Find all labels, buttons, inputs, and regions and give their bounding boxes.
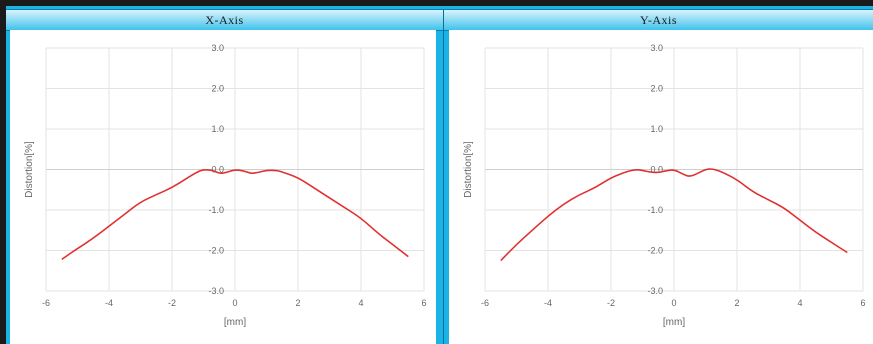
y-axis-label: Distortion[%] — [24, 141, 35, 198]
chart-panel-y-axis: 3.0 2.0 1.0 0.0 -1.0 -2.0 -3.0 -6 -4 -2 0 2 4 6 [mm] Di… — [449, 30, 873, 344]
y-tick-label: 0.0 — [650, 165, 663, 175]
x-tick-label: 6 — [860, 298, 865, 308]
y-tick-label: 1.0 — [211, 124, 224, 134]
y-tick-label: -3.0 — [647, 286, 663, 296]
x-tick-label: -4 — [105, 298, 113, 308]
header-y-axis: Y-Axis — [639, 13, 677, 27]
chart-y-axis: 3.0 2.0 1.0 0.0 -1.0 -2.0 -3.0 -6 -4 -2 0 2 4 6 [mm] Di… — [463, 43, 865, 328]
grid-lines — [484, 47, 864, 292]
panel-divider — [443, 9, 444, 344]
x-tick-label: 4 — [358, 298, 363, 308]
x-tick-label: 0 — [232, 298, 237, 308]
distortion-series-line — [61, 169, 409, 261]
y-tick-label: -2.0 — [208, 246, 224, 256]
x-tick-label: -6 — [42, 298, 50, 308]
x-tick-label: -4 — [544, 298, 552, 308]
x-tick-label: -6 — [481, 298, 489, 308]
y-tick-label: 3.0 — [650, 43, 663, 53]
x-tick-label: 0 — [671, 298, 676, 308]
x-tick-label: -2 — [607, 298, 615, 308]
x-tick-label: 2 — [295, 298, 300, 308]
y-tick-label: 0.0 — [211, 165, 224, 175]
header-x-axis: X-Axis — [205, 13, 244, 27]
window-frame: X-Axis Y-Axis 3.0 2.0 1.0 0.0 -1.0 -2.0 -3.0 -6… — [6, 6, 873, 344]
y-tick-label: 1.0 — [650, 124, 663, 134]
x-tick-label: 2 — [734, 298, 739, 308]
header-bar: X-Axis Y-Axis — [6, 9, 873, 31]
distortion-series-line — [500, 168, 848, 262]
grid-lines — [45, 47, 425, 292]
chart-x-axis: 3.0 2.0 1.0 0.0 -1.0 -2.0 -3.0 -6 -4 -2 0 2 4 6 [mm] Di… — [24, 43, 427, 328]
x-axis-label: [mm] — [663, 317, 685, 328]
y-tick-label: -1.0 — [647, 205, 663, 215]
x-tick-label: 4 — [797, 298, 802, 308]
y-tick-label: -2.0 — [647, 246, 663, 256]
y-tick-label: -3.0 — [208, 286, 224, 296]
chart-panel-x-axis: 3.0 2.0 1.0 0.0 -1.0 -2.0 -3.0 -6 -4 -2 0 2 4 6 [mm] Di… — [10, 30, 436, 344]
y-tick-label: 2.0 — [211, 84, 224, 94]
y-axis-label: Distortion[%] — [463, 141, 474, 198]
x-tick-label: 6 — [421, 298, 426, 308]
y-tick-label: 2.0 — [650, 84, 663, 94]
y-tick-label: 3.0 — [211, 43, 224, 53]
x-axis-label: [mm] — [224, 317, 246, 328]
x-tick-label: -2 — [168, 298, 176, 308]
y-tick-label: -1.0 — [208, 205, 224, 215]
